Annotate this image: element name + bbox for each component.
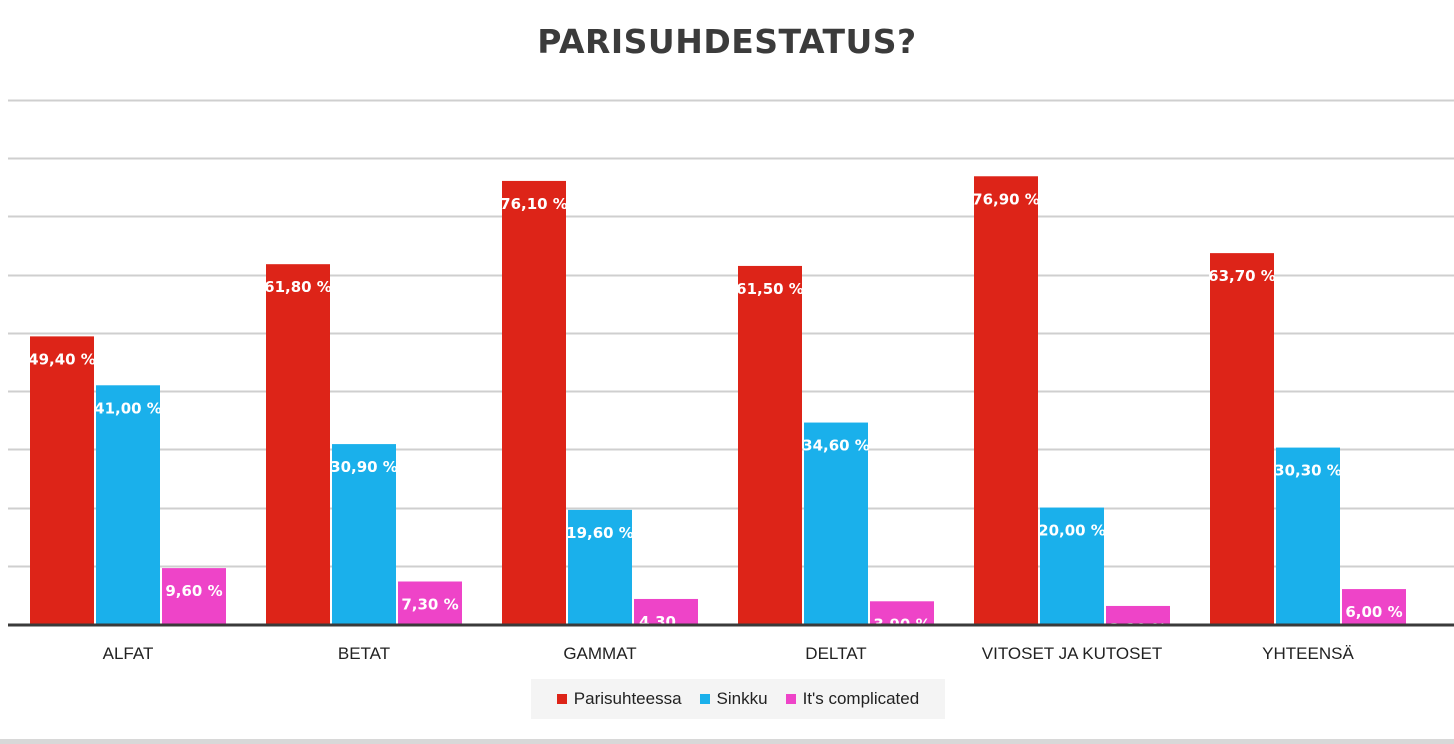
legend-swatch <box>699 694 710 704</box>
data-label: 20,00 % <box>1038 522 1106 540</box>
bars <box>30 176 1406 624</box>
legend: Parisuhteessa Sinkku It's complicated <box>531 679 945 719</box>
x-axis: ALFAT BETAT GAMMAT DELTAT VITOSET JA KUTOSET… <box>8 623 1454 663</box>
legend-swatch <box>785 694 796 704</box>
bar <box>1342 589 1406 624</box>
bar <box>1106 605 1170 624</box>
data-label: 61,50 % <box>736 280 804 298</box>
data-label: 34,60 % <box>802 437 870 455</box>
x-tick-label: VITOSET JA KUTOSET <box>982 644 1162 663</box>
bar <box>398 581 462 624</box>
bar <box>1040 507 1104 624</box>
x-tick-label: GAMMAT <box>563 644 636 663</box>
data-label: 4,30... <box>639 613 693 631</box>
bar <box>162 568 226 624</box>
data-labels: 49,40 % 41,00 % 9,60 % 61,80 % 30,90 % 7,30 %… <box>28 190 1402 638</box>
legend-item: Sinkku <box>699 689 768 709</box>
x-tick-label: ALFAT <box>103 644 154 663</box>
bar <box>96 385 160 624</box>
scroll-track <box>0 739 1454 744</box>
bar <box>30 336 94 624</box>
x-tick-label: DELTAT <box>805 644 866 663</box>
chart-title: PARISUHDESTATUS? <box>537 22 917 61</box>
data-label: 63,70 % <box>1208 267 1276 285</box>
data-label: 19,60 % <box>566 524 634 542</box>
bar <box>974 176 1038 624</box>
gridlines <box>8 99 1454 568</box>
bottom-scrollbar-track <box>0 739 1454 744</box>
data-label: 41,00 % <box>94 399 162 417</box>
legend-label: It's complicated <box>802 689 920 708</box>
data-label: 76,90 % <box>972 190 1040 208</box>
bar <box>568 509 632 624</box>
bar <box>332 444 396 624</box>
bar <box>1276 447 1340 624</box>
data-label: 3,10 % <box>1109 620 1166 638</box>
data-label: 9,60 % <box>165 582 222 600</box>
data-label: 7,30 % <box>401 595 458 613</box>
legend-label: Parisuhteessa <box>573 689 682 708</box>
bar <box>804 422 868 624</box>
bar <box>738 265 802 624</box>
legend-label: Sinkku <box>716 689 768 708</box>
bar <box>634 598 698 624</box>
data-label: 6,00 % <box>1345 603 1402 621</box>
bar <box>1210 253 1274 624</box>
data-label: 30,90 % <box>330 458 398 476</box>
data-label: 49,40 % <box>28 350 96 368</box>
bar <box>502 180 566 624</box>
x-tick-label: BETAT <box>338 644 390 663</box>
bar <box>870 601 934 624</box>
data-label: 30,30 % <box>1274 462 1342 480</box>
legend-item: Parisuhteessa <box>556 689 682 709</box>
legend-swatch <box>556 694 567 704</box>
bar <box>266 264 330 624</box>
legend-item: It's complicated <box>785 689 920 709</box>
data-label: 61,80 % <box>264 278 332 296</box>
x-tick-label: YHTEENSÄ <box>1262 644 1354 663</box>
data-label: 76,10 % <box>500 195 568 213</box>
